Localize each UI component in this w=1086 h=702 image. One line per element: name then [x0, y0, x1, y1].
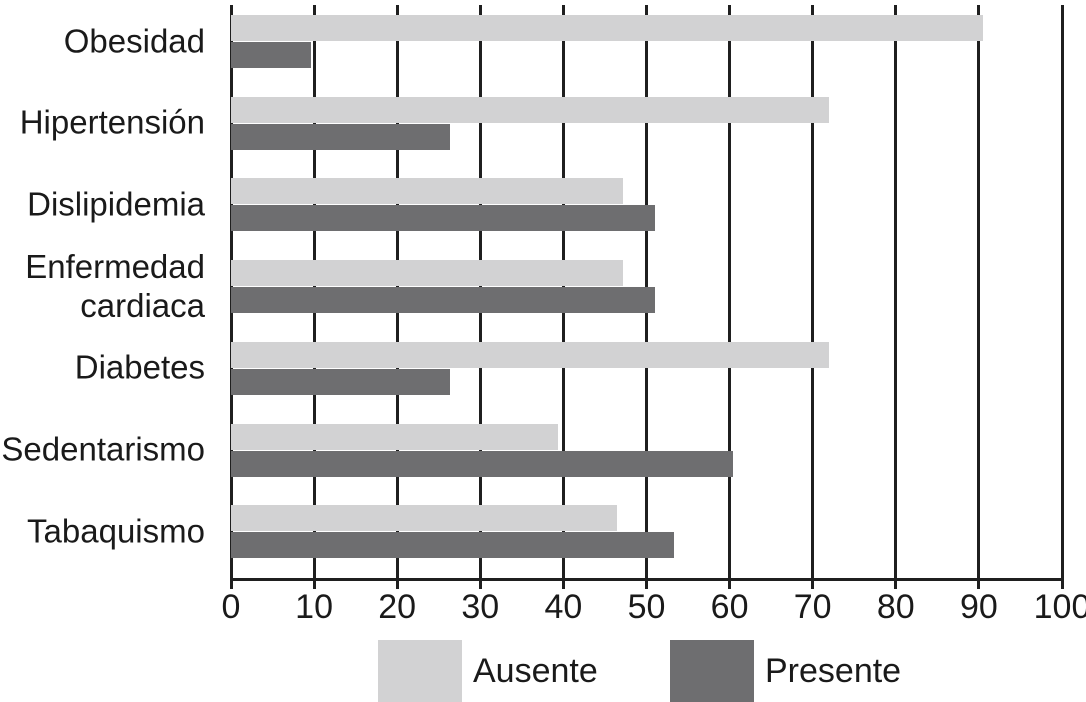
gridline-x-80	[894, 5, 898, 589]
x-tick-label-80: 80	[876, 588, 915, 626]
category-label-7: Tabaquismo	[27, 512, 205, 550]
x-tick-label-20: 20	[378, 588, 417, 626]
category-label-1: Obesidad	[63, 22, 205, 60]
bar-ausente-1	[231, 15, 984, 41]
bar-presente-2	[231, 123, 450, 150]
bar-presente-5	[231, 368, 450, 395]
category-axis: Obesidad Hipertensión Dislipidemia Enfermed…	[0, 0, 205, 585]
category-label-4: Enfermedad cardiaca	[25, 247, 205, 324]
legend-item-ausente: Ausente	[378, 640, 598, 702]
bar-ausente-2	[231, 96, 830, 123]
bar-ausente-6	[231, 423, 559, 450]
x-tick-label-10: 10	[295, 588, 334, 626]
bar-presente-3	[231, 205, 655, 232]
bar-presente-7	[231, 532, 674, 559]
bar-presente-1	[231, 42, 311, 68]
legend-item-presente: Presente	[670, 640, 901, 702]
bar-ausente-4	[231, 260, 624, 287]
x-tick-label-100: 100	[1033, 588, 1086, 626]
legend-swatch-presente	[670, 640, 754, 702]
x-tick-label-90: 90	[959, 588, 998, 626]
plot-area	[229, 5, 1064, 589]
x-axis-tick-labels: 0 10 20 30 40 50 60 70 80 90 100	[222, 588, 1086, 628]
bar-presente-6	[231, 450, 733, 477]
legend-label-presente: Presente	[765, 651, 902, 690]
gridline-x-70	[811, 5, 815, 589]
x-tick-label-30: 30	[461, 588, 500, 626]
legend-label-ausente: Ausente	[473, 651, 598, 690]
x-tick-label-50: 50	[627, 588, 666, 626]
category-label-2: Hipertensión	[19, 103, 205, 141]
x-tick-label-60: 60	[710, 588, 749, 626]
bar-presente-4	[231, 287, 655, 314]
category-label-5: Diabetes	[74, 348, 205, 386]
category-label-6: Sedentarismo	[1, 430, 205, 468]
x-tick-label-40: 40	[544, 588, 583, 626]
gridline-x-60	[728, 5, 732, 589]
x-tick-label-0: 0	[221, 588, 241, 626]
legend: Ausente Presente	[0, 640, 1086, 702]
x-tick-label-70: 70	[793, 588, 832, 626]
bar-ausente-5	[231, 341, 830, 368]
category-label-3: Dislipidemia	[27, 185, 205, 223]
gridline-x-90	[977, 5, 981, 589]
legend-swatch-ausente	[378, 640, 462, 702]
bar-ausente-3	[231, 178, 624, 205]
bar-ausente-7	[231, 505, 618, 532]
gridline-x-100	[1060, 5, 1064, 589]
